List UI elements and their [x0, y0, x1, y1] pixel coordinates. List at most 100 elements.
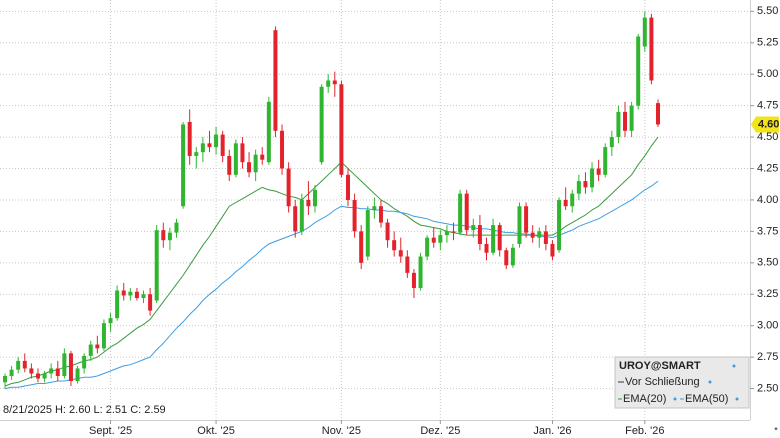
candle-body [194, 152, 199, 156]
candle-body [49, 368, 54, 374]
y-tick-label: 4.25 [757, 162, 778, 174]
candle-body [121, 290, 126, 296]
footnote-mark: * [774, 425, 778, 435]
candle-body [464, 193, 469, 231]
candle-body [398, 250, 403, 257]
candle-body [497, 225, 502, 251]
candle-body [313, 189, 318, 207]
candle-body [214, 134, 219, 148]
candle-body [200, 143, 205, 153]
x-tick-label: Okt. '25 [197, 425, 235, 437]
candle-body [22, 360, 27, 369]
candle-body [299, 199, 304, 232]
x-tick-label: Jan. '26 [533, 425, 571, 437]
candle-body [530, 232, 535, 238]
y-tick-label: 5.50 [757, 5, 778, 17]
candle-body [649, 17, 654, 81]
last-price-tag [751, 116, 779, 133]
candle-body [365, 210, 370, 257]
candle-body [576, 181, 581, 194]
candle-body [233, 143, 238, 175]
candle-body [609, 137, 614, 148]
candle-body [504, 250, 509, 266]
candle-body [174, 222, 179, 233]
candle-body [207, 143, 212, 148]
candle-body [95, 344, 100, 349]
candle-body [477, 225, 482, 244]
legend-entry: EMA(20) [623, 393, 666, 405]
candle-body [220, 134, 225, 156]
last-price-label: 4.60 [758, 118, 779, 130]
candle-body [167, 232, 172, 241]
candle-body [260, 154, 265, 160]
y-tick-label: 3.00 [757, 320, 778, 332]
candle-body [319, 86, 324, 163]
candle-body [161, 230, 166, 241]
info-line: 8/21/2025 H: 2.60 L: 2.51 C: 2.59 [3, 404, 166, 416]
candle-body [451, 231, 456, 233]
candle-body [418, 256, 423, 288]
y-tick-label: 5.00 [757, 68, 778, 80]
candle-body [616, 111, 621, 138]
candle-body [392, 240, 397, 251]
x-tick-label: Dez. '25 [420, 425, 460, 437]
candle-body [537, 231, 542, 238]
legend-dot [732, 364, 736, 368]
candle-body [141, 294, 146, 299]
candle-body [35, 373, 40, 379]
candle-body [306, 199, 311, 207]
candle-body [372, 206, 377, 210]
y-tick-label: 2.50 [757, 382, 778, 394]
candle-body [438, 235, 443, 243]
candle-body [75, 368, 80, 382]
legend-entry: EMA(50) [685, 393, 728, 405]
candle-body [266, 101, 271, 163]
y-tick-label: 3.50 [757, 257, 778, 269]
candle-body [345, 174, 350, 200]
candle-body [431, 237, 436, 243]
candle-body [563, 199, 568, 207]
candle-body [557, 199, 562, 251]
candle-body [332, 80, 337, 85]
candle-body [385, 222, 390, 241]
candle-body [629, 105, 634, 131]
candle-body [326, 80, 331, 87]
candle-body [656, 103, 660, 125]
candle-body [187, 121, 192, 156]
candle-body [491, 225, 496, 253]
candle-body [517, 206, 522, 244]
candle-body [101, 323, 106, 349]
candle-body [108, 318, 113, 324]
x-tick-label: Feb. '26 [625, 425, 664, 437]
legend-dot [708, 380, 712, 384]
candle-body [583, 181, 588, 188]
legend-dot [673, 397, 677, 401]
candle-body [484, 243, 489, 253]
candle-body [134, 291, 139, 299]
candle-body [68, 353, 73, 382]
candle-body [405, 256, 410, 273]
candle-body [273, 30, 278, 131]
x-tick-label: Nov. '25 [322, 425, 361, 437]
candle-body [543, 231, 548, 244]
candle-body [286, 168, 291, 207]
x-tick-label: Sept. '25 [89, 425, 132, 437]
y-tick-label: 4.75 [757, 100, 778, 112]
candle-body [352, 199, 357, 232]
candle-body [339, 84, 344, 175]
candle-body [359, 231, 364, 263]
y-tick-label: 4.00 [757, 194, 778, 206]
y-tick-label: 3.25 [757, 288, 778, 300]
candle-body [181, 124, 186, 207]
candle-body [550, 243, 555, 257]
candle-body [55, 368, 60, 376]
candle-body [9, 369, 14, 376]
candle-body [378, 206, 383, 223]
candle-body [524, 206, 529, 233]
candle-body [444, 231, 449, 236]
legend-title: UROY@SMART [619, 360, 701, 372]
candle-body [253, 154, 258, 173]
y-tick-label: 2.75 [757, 351, 778, 363]
candle-body [154, 230, 159, 301]
